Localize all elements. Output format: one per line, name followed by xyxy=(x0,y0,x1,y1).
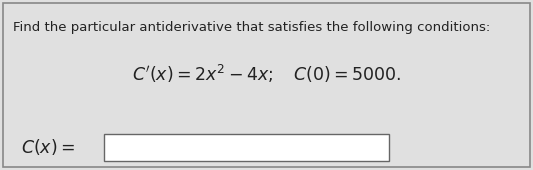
Text: Find the particular antiderivative that satisfies the following conditions:: Find the particular antiderivative that … xyxy=(13,21,490,34)
FancyBboxPatch shape xyxy=(104,134,389,161)
Text: $C'(x) = 2x^2 - 4x;\quad C(0) = 5000.$: $C'(x) = 2x^2 - 4x;\quad C(0) = 5000.$ xyxy=(132,63,401,85)
FancyBboxPatch shape xyxy=(3,3,530,167)
Text: $C(x) =$: $C(x) =$ xyxy=(21,137,75,157)
